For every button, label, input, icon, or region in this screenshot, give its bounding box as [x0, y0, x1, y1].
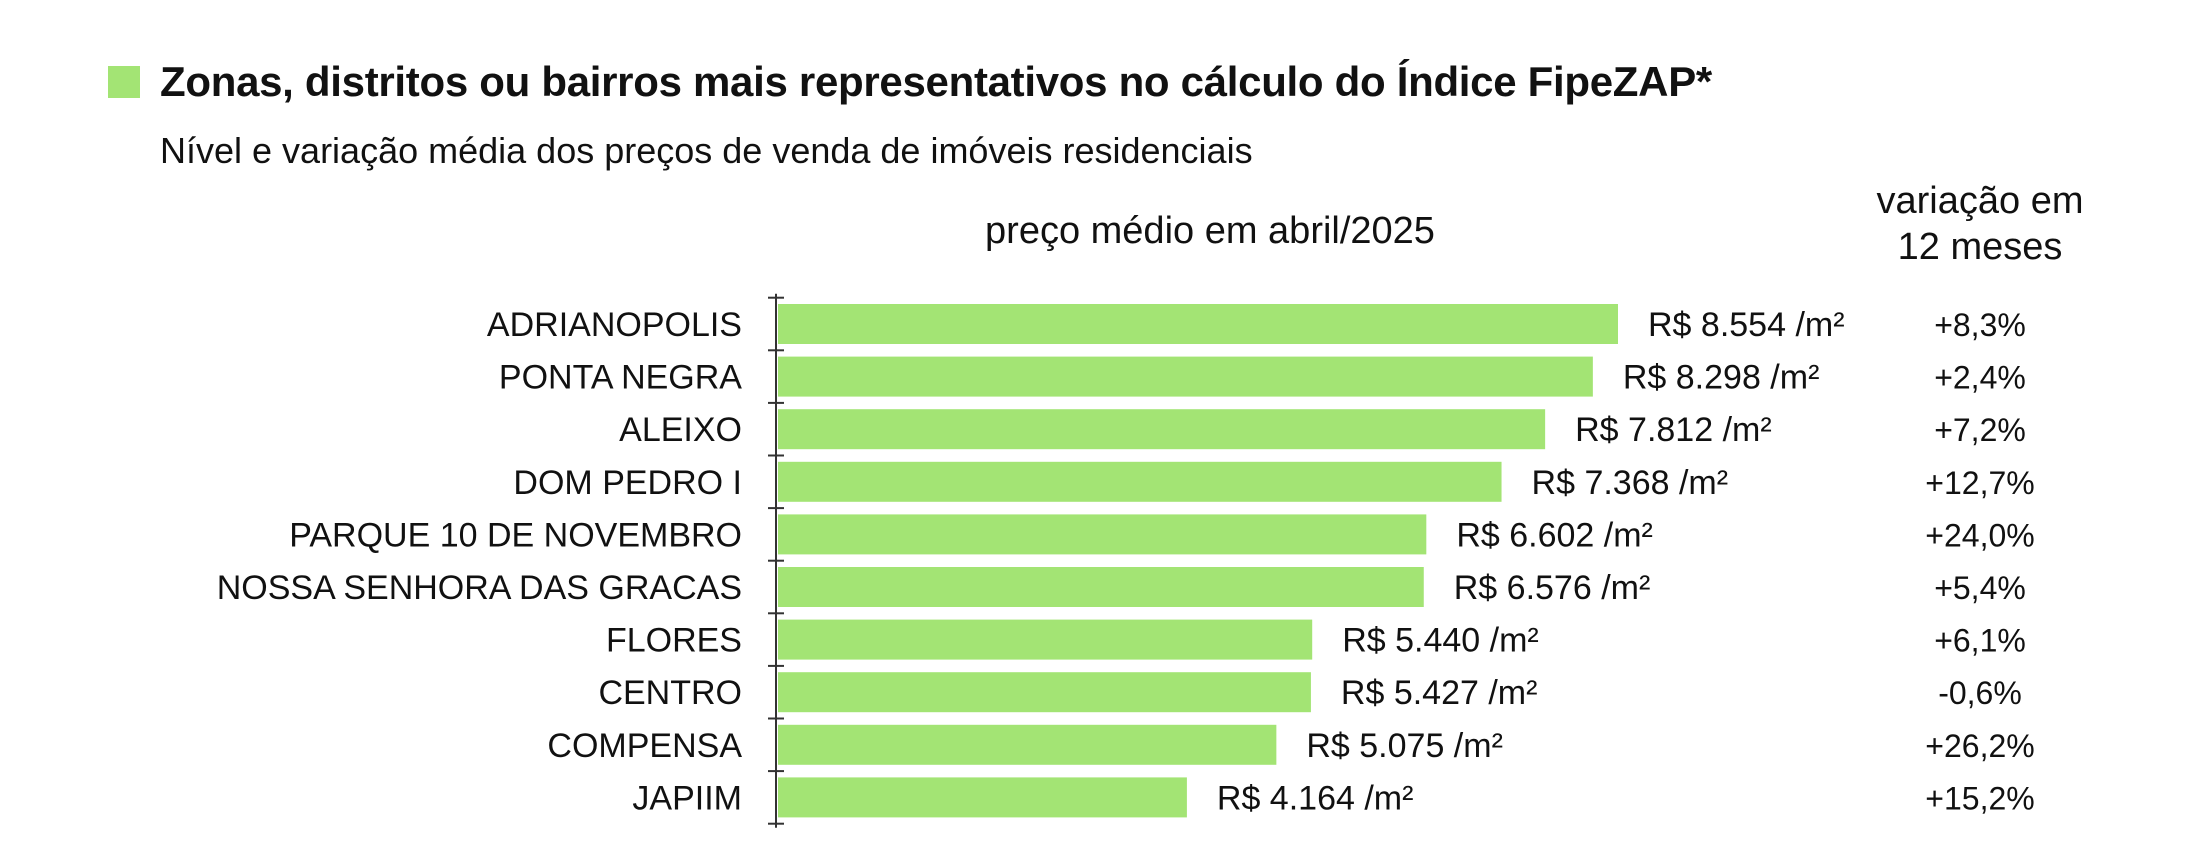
value-label: R$ 8.554 /m² [1648, 306, 1845, 344]
variation-label: -0,6% [1938, 675, 2022, 711]
variation-label: +5,4% [1934, 570, 2026, 606]
chart-subtitle: Nível e variação média dos preços de ven… [160, 130, 1253, 171]
variation-header-line1: variação em [1876, 180, 2084, 222]
category-label: PARQUE 10 DE NOVEMBRO [289, 516, 742, 554]
value-label: R$ 6.602 /m² [1456, 516, 1653, 554]
bar [778, 304, 1618, 344]
category-label: NOSSA SENHORA DAS GRACAS [217, 569, 742, 607]
variation-label: +2,4% [1934, 360, 2026, 396]
value-label: R$ 6.576 /m² [1454, 569, 1651, 607]
bar [778, 567, 1424, 607]
value-label: R$ 5.075 /m² [1306, 727, 1503, 765]
value-label: R$ 5.427 /m² [1341, 674, 1538, 712]
bar [778, 619, 1313, 660]
price-column-header: preço médio em abril/2025 [985, 210, 1435, 252]
value-label: R$ 7.812 /m² [1575, 411, 1772, 449]
value-label: R$ 5.440 /m² [1342, 622, 1539, 660]
chart-title: Zonas, distritos ou bairros mais represe… [160, 58, 1712, 105]
category-label: JAPIIM [632, 779, 742, 817]
bar [778, 724, 1277, 765]
variation-label: +26,2% [1925, 728, 2034, 764]
variation-column-header: variação em 12 meses [1830, 178, 2130, 270]
category-label: COMPENSA [547, 727, 742, 765]
variation-label: +15,2% [1925, 780, 2034, 816]
variation-label: +8,3% [1934, 307, 2026, 343]
value-label: R$ 7.368 /m² [1532, 464, 1729, 502]
category-label: PONTA NEGRA [499, 359, 742, 397]
bar [778, 514, 1427, 555]
bar [778, 356, 1593, 397]
bar [778, 672, 1311, 713]
variation-header-line2: 12 meses [1897, 226, 2063, 268]
variation-label: +6,1% [1934, 623, 2026, 659]
category-label: FLORES [606, 622, 742, 660]
title-square-icon [108, 66, 140, 98]
bar [778, 409, 1546, 450]
category-label: ADRIANOPOLIS [487, 306, 742, 344]
title-row: Zonas, distritos ou bairros mais represe… [108, 58, 1712, 106]
category-label: DOM PEDRO I [513, 464, 742, 502]
category-label: ALEIXO [619, 411, 742, 449]
value-label: R$ 4.164 /m² [1217, 779, 1414, 817]
bar [778, 461, 1502, 502]
value-label: R$ 8.298 /m² [1623, 359, 1820, 397]
variation-label: +24,0% [1925, 517, 2034, 553]
variation-label: +7,2% [1934, 412, 2026, 448]
category-label: CENTRO [598, 674, 742, 712]
bar [778, 777, 1187, 818]
variation-label: +12,7% [1925, 465, 2034, 501]
